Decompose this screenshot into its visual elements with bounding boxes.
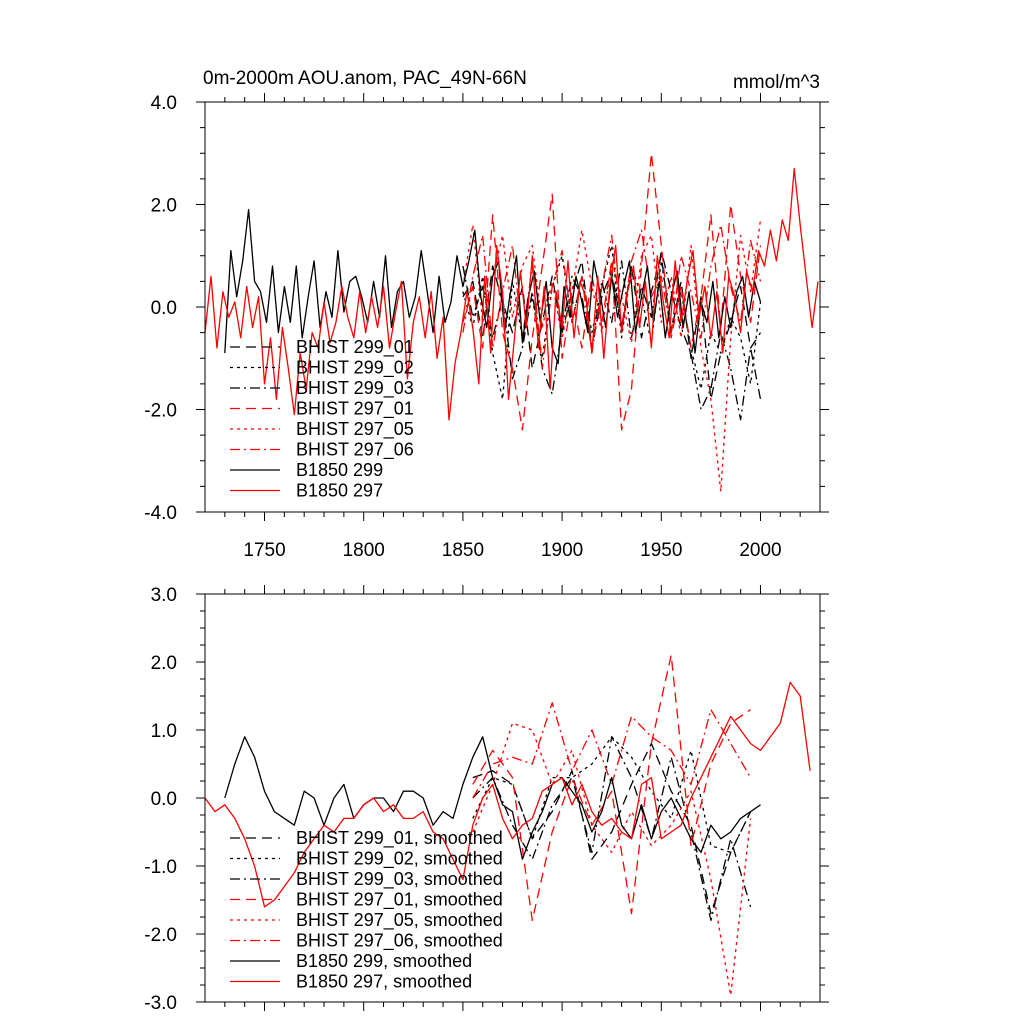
series-line-7 — [224, 736, 761, 860]
chart-title: 0m-2000m AOU.anom, PAC_49N-66N — [203, 68, 527, 89]
y-tick-label: 4.0 — [151, 93, 177, 114]
y-tick-label: 1.0 — [151, 721, 177, 742]
x-tick-label: 1750 — [243, 540, 285, 561]
x-tick-label: 1950 — [640, 540, 682, 561]
series-line-8 — [204, 681, 811, 908]
y-tick-label: 2.0 — [151, 196, 177, 217]
y-tick-label: 2.0 — [151, 653, 177, 674]
legend-label: B1850 297, smoothed — [296, 972, 472, 992]
series-line-6 — [472, 702, 752, 799]
legend-label: BHIST 299_02, smoothed — [296, 849, 503, 870]
legend-label: BHIST 297_06 — [296, 440, 414, 461]
series-line-3 — [462, 249, 762, 421]
legend-label: BHIST 297_01 — [296, 399, 414, 420]
series-line-5 — [472, 722, 752, 996]
y-tick-label: -4.0 — [144, 503, 177, 524]
legend-label: BHIST 299_01 — [296, 337, 414, 358]
series-line-4 — [472, 654, 751, 922]
units-label: mmol/m^3 — [733, 72, 820, 93]
x-tick-label: 1900 — [541, 540, 583, 561]
series-line-8 — [204, 167, 819, 421]
legend-label: BHIST 297_01, smoothed — [296, 890, 503, 911]
x-tick-label: 1800 — [343, 540, 385, 561]
y-tick-label: 0.0 — [151, 298, 177, 319]
legend-label: BHIST 299_02 — [296, 358, 414, 379]
y-tick-label: -3.0 — [144, 993, 177, 1014]
series-line-3 — [472, 736, 752, 922]
y-tick-label: -2.0 — [144, 401, 177, 422]
legend-label: BHIST 297_05 — [296, 419, 414, 440]
y-tick-label: 0.0 — [151, 789, 177, 810]
legend-label: BHIST 299_03 — [296, 378, 414, 399]
y-tick-label: -1.0 — [144, 857, 177, 878]
series-line-4 — [462, 152, 762, 431]
series-line-7 — [224, 208, 762, 365]
series-line-5 — [462, 219, 762, 493]
x-tick-label: 1850 — [442, 540, 484, 561]
legend-label: BHIST 299_01, smoothed — [296, 828, 503, 849]
y-tick-label: 3.0 — [151, 585, 177, 606]
top-panel: 1750 1800 1850 1900 1950 2000 4.0 2.0 0.0 -2.0 -4.… — [144, 93, 829, 561]
legend-label: B1850 299 — [296, 460, 383, 480]
legend-label: BHIST 299_03, smoothed — [296, 869, 503, 890]
bottom-panel: 3.0 2.0 1.0 0.0 -1.0 -2.0 -3.0 BHIST 299_01, sm… — [144, 585, 829, 1014]
series-line-6 — [462, 224, 762, 370]
legend-label: BHIST 297_05, smoothed — [296, 910, 503, 931]
legend-label: B1850 299, smoothed — [296, 951, 472, 971]
y-tick-label: -2.0 — [144, 925, 177, 946]
legend-label: BHIST 297_06, smoothed — [296, 931, 503, 952]
legend-label: B1850 297 — [296, 481, 383, 501]
x-tick-label: 2000 — [739, 540, 781, 561]
